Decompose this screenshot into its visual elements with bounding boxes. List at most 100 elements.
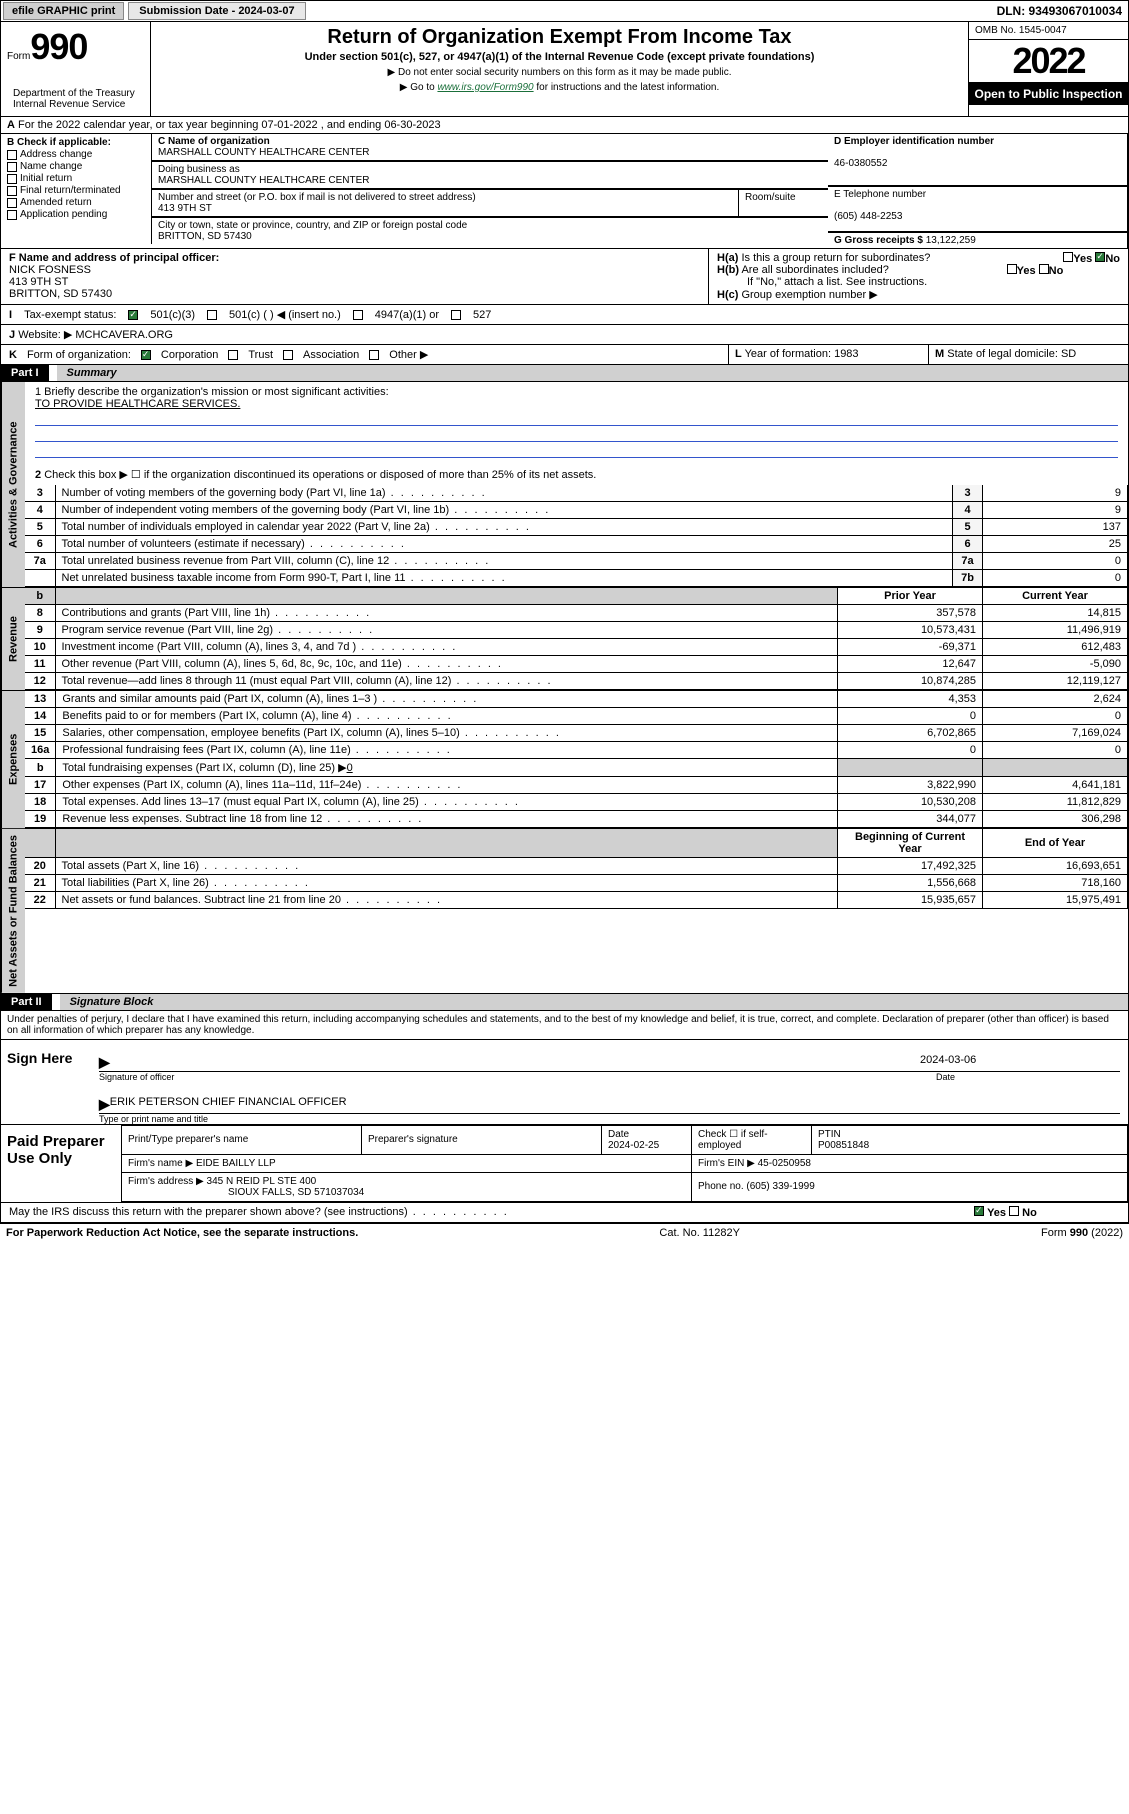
b-checkbox[interactable] (7, 174, 17, 184)
ha-text: Is this a group return for subordinates? (741, 252, 930, 264)
efile-print-button[interactable]: efile GRAPHIC print (3, 2, 124, 20)
sign-here-label: Sign Here (1, 1040, 91, 1124)
officer-h-block: F Name and address of principal officer:… (0, 249, 1129, 305)
website-value: MCHCAVERA.ORG (75, 329, 173, 341)
current-value: 12,119,127 (983, 673, 1128, 690)
no-label: No (1105, 253, 1120, 265)
row-key: 7a (953, 553, 983, 570)
row-key: 7b (953, 570, 983, 587)
street-label: Number and street (or P.O. box if mail i… (158, 192, 476, 203)
prep-sig-header: Preparer's signature (362, 1125, 602, 1154)
sign-date: 2024-03-06 (920, 1054, 1120, 1071)
revenue-section: Revenue bPrior YearCurrent Year8Contribu… (0, 588, 1129, 691)
begin-value: 17,492,325 (838, 858, 983, 875)
row-text: Salaries, other compensation, employee b… (56, 725, 838, 742)
irs-no-checkbox[interactable] (1009, 1206, 1019, 1216)
opt-other: Other ▶ (389, 348, 428, 361)
expenses-section: Expenses 13Grants and similar amounts pa… (0, 691, 1129, 829)
ha-no-checkbox[interactable] (1095, 252, 1105, 262)
firm-ein: 45-0250958 (758, 1158, 811, 1169)
firm-phone: (605) 339-1999 (746, 1181, 814, 1192)
row-text: Total liabilities (Part X, line 26) (55, 875, 838, 892)
row-text: Net unrelated business taxable income fr… (55, 570, 953, 587)
prior-value: 4,353 (838, 691, 983, 708)
row-num: 4 (25, 502, 55, 519)
begin-value: 1,556,668 (838, 875, 983, 892)
line2-text: Check this box ▶ ☐ if the organization d… (44, 469, 596, 481)
part2-header: Part II Signature Block (0, 994, 1129, 1011)
dln-label: DLN: 93493067010034 (997, 4, 1128, 18)
m-value: State of legal domicile: SD (947, 348, 1076, 360)
prior-value: 10,573,431 (838, 622, 983, 639)
501c-checkbox[interactable] (207, 310, 217, 320)
row-text: Total expenses. Add lines 13–17 (must eq… (56, 794, 838, 811)
opt-501c: 501(c) ( ) ◀ (insert no.) (229, 308, 341, 321)
g-label: G Gross receipts $ (834, 235, 926, 246)
row-text: Grants and similar amounts paid (Part IX… (56, 691, 838, 708)
corp-checkbox[interactable] (141, 350, 151, 360)
527-checkbox[interactable] (451, 310, 461, 320)
vtab-netassets: Net Assets or Fund Balances (1, 829, 25, 993)
row-num: 18 (25, 794, 56, 811)
b-checkbox[interactable] (7, 210, 17, 220)
ha-yes-checkbox[interactable] (1063, 252, 1073, 262)
sig-date-label: Date (928, 1072, 1128, 1082)
line-a: A For the 2022 calendar year, or tax yea… (0, 117, 1129, 134)
form-header: Form990 Department of the Treasury Inter… (0, 22, 1129, 117)
ptin-header: PTIN (818, 1129, 841, 1140)
officer-street: 413 9TH ST (9, 276, 68, 288)
officer-city: BRITTON, SD 57430 (9, 288, 112, 300)
part2-title: Signature Block (60, 994, 1128, 1010)
b-checkbox[interactable] (7, 198, 17, 208)
assoc-checkbox[interactable] (283, 350, 293, 360)
trust-checkbox[interactable] (228, 350, 238, 360)
opt-501c3: 501(c)(3) (150, 309, 195, 321)
row-value: 137 (983, 519, 1128, 536)
room-suite: Room/suite (738, 189, 828, 217)
hb-note: If "No," attach a list. See instructions… (717, 276, 1120, 288)
row-key: 5 (953, 519, 983, 536)
row-num: 10 (25, 639, 55, 656)
netassets-section: Net Assets or Fund Balances Beginning of… (0, 829, 1129, 994)
b-checkbox[interactable] (7, 186, 17, 196)
part2-label: Part II (1, 994, 52, 1010)
row-num: 22 (25, 892, 55, 909)
row-num: 19 (25, 811, 56, 828)
row-text: Total assets (Part X, line 16) (55, 858, 838, 875)
other-checkbox[interactable] (369, 350, 379, 360)
paid-preparer-label: Paid Preparer Use Only (1, 1125, 121, 1202)
l-value: Year of formation: 1983 (745, 348, 859, 360)
prior-value: 10,874,285 (838, 673, 983, 690)
begin-header: Beginning of Current Year (838, 829, 983, 858)
irs-yes-checkbox[interactable] (974, 1206, 984, 1216)
firm-ein-label: Firm's EIN ▶ (698, 1158, 755, 1169)
note2-prefix: ▶ Go to (400, 82, 438, 93)
501c3-checkbox[interactable] (128, 310, 138, 320)
firm-addr1: 345 N REID PL STE 400 (207, 1176, 317, 1187)
f-label: F Name and address of principal officer: (9, 252, 219, 264)
end-value: 718,160 (983, 875, 1128, 892)
activities-governance: Activities & Governance 1 Briefly descri… (0, 382, 1129, 588)
row-text: Contributions and grants (Part VIII, lin… (55, 605, 838, 622)
b-checkbox[interactable] (7, 150, 17, 160)
klm-row: KForm of organization: Corporation Trust… (0, 345, 1129, 365)
row-key: 6 (953, 536, 983, 553)
row-num: 7a (25, 553, 55, 570)
row-text: Total revenue—add lines 8 through 11 (mu… (55, 673, 838, 690)
hb-yes-checkbox[interactable] (1007, 264, 1017, 274)
current-value: 612,483 (983, 639, 1128, 656)
yes-label: Yes (1073, 253, 1092, 265)
irs-link[interactable]: www.irs.gov/Form990 (437, 82, 533, 93)
governance-table: 3Number of voting members of the governi… (25, 485, 1128, 587)
row-key: 3 (953, 485, 983, 502)
hb-text: Are all subordinates included? (741, 264, 888, 276)
current-value: 14,815 (983, 605, 1128, 622)
b-checkbox[interactable] (7, 162, 17, 172)
prep-name-header: Print/Type preparer's name (122, 1125, 362, 1154)
gross-value: 13,122,259 (926, 235, 976, 246)
mission-prompt: 1 Briefly describe the organization's mi… (35, 386, 1118, 398)
submission-date: Submission Date - 2024-03-07 (128, 2, 305, 20)
4947-checkbox[interactable] (353, 310, 363, 320)
hb-no-checkbox[interactable] (1039, 264, 1049, 274)
current-header: Current Year (983, 588, 1128, 605)
